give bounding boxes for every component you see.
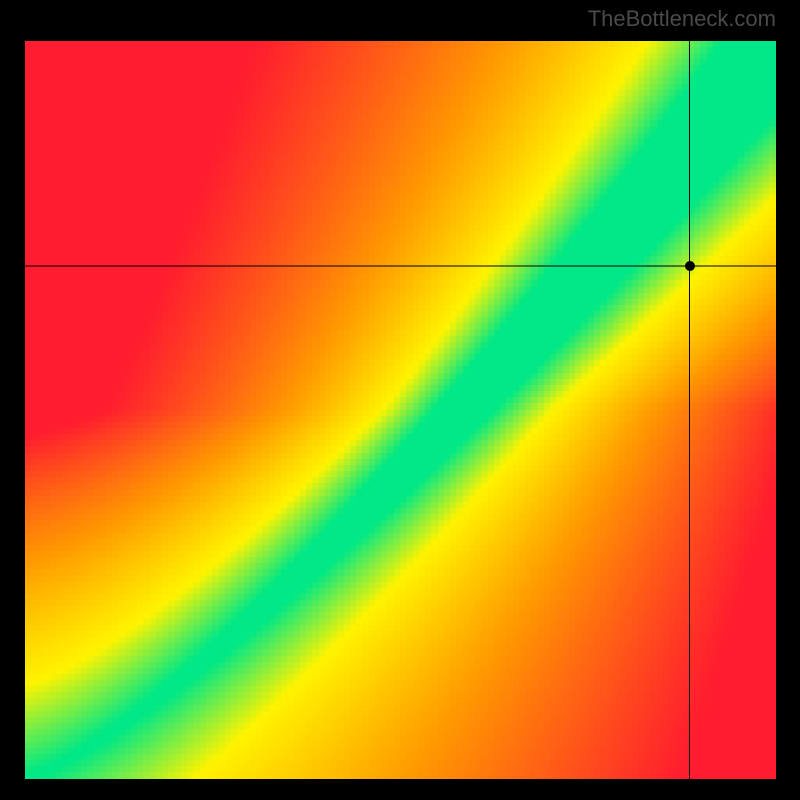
chart-container: TheBottleneck.com [0,0,800,800]
watermark-text: TheBottleneck.com [588,6,776,32]
bottleneck-heatmap [25,41,776,779]
